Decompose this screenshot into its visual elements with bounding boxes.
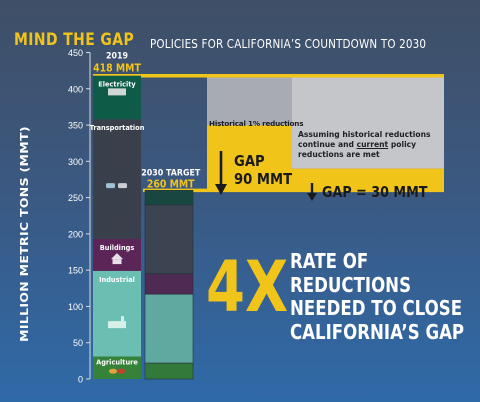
down-arrow-icon bbox=[215, 151, 227, 195]
assumption-text: Assuming historical reductions continue … bbox=[298, 130, 444, 160]
bar-segment-industrial bbox=[93, 270, 141, 357]
category-label: 2030 TARGET bbox=[141, 167, 200, 178]
produce-icon bbox=[109, 368, 117, 374]
power-plant-icon bbox=[108, 88, 126, 96]
segment-label: Industrial bbox=[99, 276, 135, 284]
y-tick-label: 150 bbox=[68, 266, 83, 276]
y-tick-label: 400 bbox=[68, 84, 83, 94]
assumption-text-part2: policy reductions are met bbox=[298, 140, 417, 160]
y-tick-label: 250 bbox=[68, 193, 83, 203]
y-tick-label: 200 bbox=[68, 229, 83, 239]
factory-icon bbox=[108, 321, 126, 329]
bar-segment-electricity bbox=[144, 190, 194, 206]
bar-segment-transportation bbox=[93, 119, 141, 239]
y-tick-label: 350 bbox=[68, 121, 83, 131]
house-icon bbox=[111, 253, 123, 260]
segment-label: Agriculture bbox=[96, 359, 138, 367]
assumption-text-underline: current bbox=[356, 140, 389, 150]
rate-callout-line: REDUCTIONS bbox=[290, 272, 412, 297]
rate-multiplier: 4X bbox=[206, 246, 289, 328]
y-tick-label: 100 bbox=[68, 302, 83, 312]
down-arrow-icon bbox=[307, 183, 317, 201]
segment-label: Electricity bbox=[98, 81, 136, 89]
rate-callout-line: RATE OF bbox=[290, 249, 369, 273]
rate-callout-line: NEEDED TO CLOSE bbox=[290, 296, 463, 320]
y-tick-label: 300 bbox=[68, 157, 83, 167]
y-tick-label: 450 bbox=[68, 48, 83, 58]
category-total-label: 418 MMT bbox=[93, 63, 141, 75]
gap-90-value: 90 MMT bbox=[234, 170, 293, 188]
produce-icon bbox=[117, 368, 125, 374]
car-icon bbox=[118, 183, 127, 189]
segment-label: Buildings bbox=[100, 244, 135, 252]
bar-segment-industrial bbox=[144, 293, 194, 364]
category-label: 2019 bbox=[106, 50, 128, 61]
subhead: POLICIES FOR CALIFORNIA’S COUNTDOWN TO 2… bbox=[150, 36, 427, 51]
historical-reduction-box bbox=[207, 75, 292, 126]
assumption-text-part1: Assuming historical reductions continue … bbox=[298, 130, 431, 150]
category-total-label: 260 MMT bbox=[147, 179, 195, 191]
bar-segment-electricity bbox=[93, 75, 141, 120]
bar-segment-transportation bbox=[144, 204, 194, 275]
gap-30-text: GAP = 30 MMT bbox=[322, 183, 428, 201]
factory-icon bbox=[121, 316, 124, 323]
rate-callout-line: CALIFORNIA’S GAP bbox=[290, 319, 465, 344]
headline: MIND THE GAP bbox=[14, 30, 135, 50]
car-icon bbox=[106, 183, 115, 189]
gap-90-title: GAP bbox=[234, 152, 265, 170]
segment-label: Transportation bbox=[90, 124, 145, 132]
bar-segment-buildings bbox=[144, 273, 194, 295]
policy-reduction-box bbox=[292, 75, 444, 169]
rate-callout: RATE OF REDUCTIONS NEEDED TO CLOSE CALIF… bbox=[290, 249, 465, 344]
house-icon bbox=[112, 259, 122, 265]
gap-30-box bbox=[292, 168, 444, 191]
bar-segment-agriculture bbox=[144, 362, 194, 380]
y-tick-label: 0 bbox=[78, 375, 83, 385]
bar-segment-agriculture bbox=[93, 356, 141, 379]
y-tick-label: 50 bbox=[73, 338, 83, 348]
historical-label: Historical 1% reductions bbox=[209, 119, 304, 128]
